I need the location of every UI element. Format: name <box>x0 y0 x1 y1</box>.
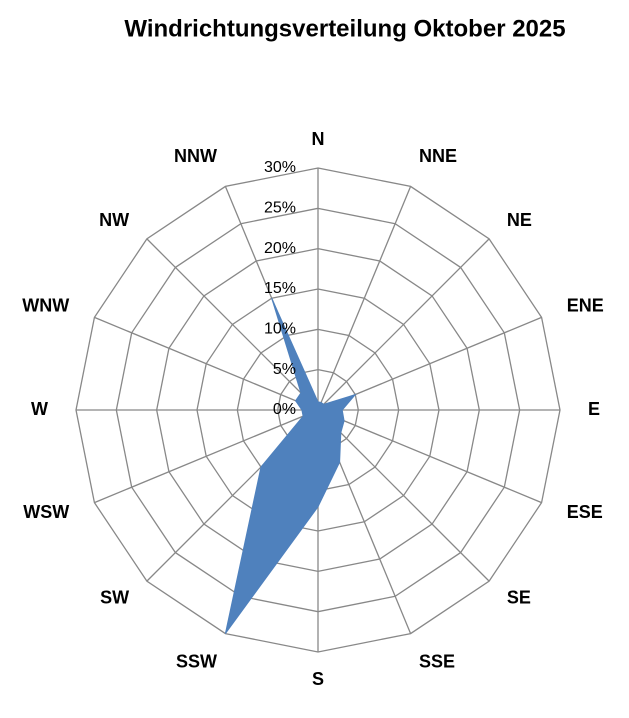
category-label: WNW <box>22 296 69 316</box>
spoke <box>146 238 319 411</box>
spoke <box>317 409 490 582</box>
spoke <box>317 238 490 411</box>
spoke <box>317 186 412 411</box>
category-label: SSW <box>176 652 217 672</box>
category-label: S <box>312 669 324 689</box>
r-tick-label: 10% <box>264 321 296 338</box>
category-label: WSW <box>23 502 69 522</box>
chart-title: Windrichtungsverteilung Oktober 2025 <box>124 15 565 42</box>
r-tick-label: 20% <box>264 240 296 257</box>
spoke <box>94 316 319 411</box>
category-label: ENE <box>567 296 604 316</box>
category-label: W <box>31 399 48 419</box>
r-tick-label: 30% <box>264 159 296 176</box>
category-label: SSE <box>419 652 455 672</box>
category-label: NNE <box>419 146 457 166</box>
r-tick-label: 25% <box>264 200 296 217</box>
data-area <box>224 297 357 634</box>
spoke <box>94 409 319 504</box>
spoke <box>317 409 542 504</box>
category-label: SE <box>507 588 531 608</box>
category-label: ESE <box>567 502 603 522</box>
r-tick-label: 5% <box>273 361 296 378</box>
category-label: NE <box>507 210 532 230</box>
r-tick-label: 0% <box>273 401 296 418</box>
category-label: N <box>312 129 325 149</box>
category-label: E <box>588 399 600 419</box>
category-label: NNW <box>174 146 217 166</box>
category-label: NW <box>99 210 129 230</box>
r-tick-label: 15% <box>264 280 296 297</box>
category-label: SW <box>100 588 129 608</box>
